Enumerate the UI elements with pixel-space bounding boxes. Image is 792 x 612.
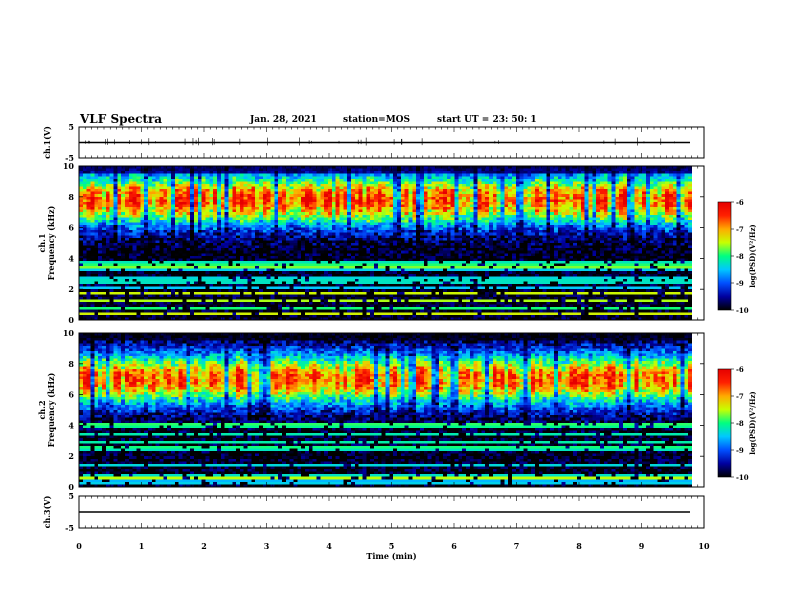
y-tick-label: 6 xyxy=(68,390,74,400)
header-start-ut: start UT = 23: 50: 1 xyxy=(437,115,537,125)
colorbar-label: log(PSD)(V²/Hz) xyxy=(748,391,757,455)
y-tick-label: 8 xyxy=(68,359,74,369)
y-tick-label: -5 xyxy=(65,523,74,533)
colorbar-ch1 xyxy=(717,201,732,311)
y-tick-label: 4 xyxy=(68,253,74,263)
x-tick-label: 4 xyxy=(326,541,332,551)
colorbar-label: log(PSD)(V²/Hz) xyxy=(748,224,757,288)
y-axis-label: ch.2 xyxy=(37,400,47,419)
colorbar-ch2 xyxy=(717,368,732,478)
y-axis-label: Frequency (kHz) xyxy=(46,205,56,280)
y-tick-label: 8 xyxy=(68,192,74,202)
y-tick-label: 2 xyxy=(68,451,74,461)
y-tick-label: 0 xyxy=(68,315,74,325)
spectrogram-image-ch1 xyxy=(79,166,692,320)
x-tick-label: 6 xyxy=(451,541,457,551)
y-axis-label: Frequency (kHz) xyxy=(46,372,56,447)
x-tick-label: 1 xyxy=(139,541,145,551)
colorbar-tick-label: -10 xyxy=(736,473,749,482)
x-tick-label: 9 xyxy=(639,541,645,551)
colorbar-tick-label: -7 xyxy=(736,392,744,401)
y-tick-label: -5 xyxy=(65,153,74,163)
spectrogram-image-ch2 xyxy=(79,333,692,487)
colorbar-tick-label: -10 xyxy=(736,306,749,315)
colorbar-tick-label: -8 xyxy=(736,252,744,261)
colorbar-tick-label: -9 xyxy=(736,446,744,455)
y-axis-label: ch.3(V) xyxy=(42,495,52,528)
y-tick-label: 10 xyxy=(63,161,75,171)
x-tick-label: 5 xyxy=(389,541,395,551)
x-tick-label: 0 xyxy=(76,541,82,551)
x-tick-label: 3 xyxy=(264,541,270,551)
y-tick-label: 10 xyxy=(63,328,75,338)
y-tick-label: 2 xyxy=(68,284,74,294)
header-station: station=MOS xyxy=(343,115,411,125)
x-tick-label: 2 xyxy=(201,541,207,551)
x-tick-label: 8 xyxy=(576,541,582,551)
colorbar-tick-label: -9 xyxy=(736,279,744,288)
x-tick-label: 10 xyxy=(698,541,710,551)
colorbar-tick-label: -6 xyxy=(736,365,744,374)
colorbar-tick-label: -8 xyxy=(736,419,744,428)
x-tick-label: 7 xyxy=(514,541,520,551)
y-axis-label: ch.1 xyxy=(37,233,47,252)
y-axis-label: ch.1(V) xyxy=(42,126,52,159)
y-tick-label: 0 xyxy=(68,482,74,492)
x-axis-label: Time (min) xyxy=(366,551,416,561)
y-tick-label: 5 xyxy=(68,491,74,501)
y-tick-label: 5 xyxy=(68,122,74,132)
header-date: Jan. 28, 2021 xyxy=(250,115,317,125)
colorbar-tick-label: -6 xyxy=(736,198,744,207)
y-tick-label: 6 xyxy=(68,223,74,233)
y-tick-label: 4 xyxy=(68,420,74,430)
header-title: VLF Spectra xyxy=(80,112,163,126)
colorbar-tick-label: -7 xyxy=(736,225,744,234)
